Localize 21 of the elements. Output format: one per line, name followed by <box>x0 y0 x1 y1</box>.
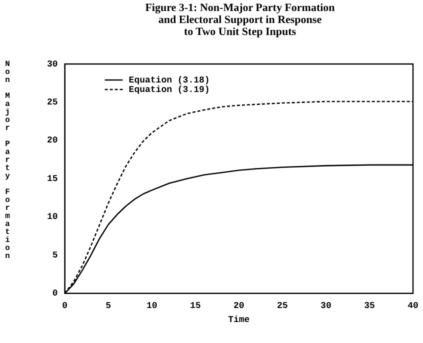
x-tick-label: 30 <box>320 301 332 312</box>
y-axis-title: Non Major Party Formation <box>3 60 12 260</box>
legend-label: Equation (3.18) <box>128 75 210 86</box>
x-tick-label: 15 <box>190 301 201 312</box>
y-tick-label: 10 <box>46 212 58 222</box>
x-tick-label: 5 <box>106 301 112 312</box>
chart-title: Figure 3-1: Non-Major Party Formation and Electoral Support in Response to Two Unit Step Inputs <box>144 2 336 38</box>
x-tick-label: 40 <box>408 301 418 312</box>
y-tick-label: 30 <box>46 59 58 70</box>
x-tick-label: 35 <box>364 301 375 312</box>
x-tick-label: 10 <box>146 301 158 312</box>
y-tick-label: 20 <box>46 136 58 146</box>
y-tick-label: 25 <box>46 98 58 108</box>
y-tick-label: 0 <box>52 288 58 299</box>
x-tick-label: 20 <box>233 301 244 312</box>
x-tick-label: 0 <box>62 301 68 312</box>
y-tick-label: 5 <box>52 250 58 260</box>
legend-label: Equation (3.19) <box>128 84 210 95</box>
y-tick-label: 15 <box>46 174 58 184</box>
x-tick-label: 25 <box>277 301 288 312</box>
x-axis-title: Time <box>228 314 250 325</box>
